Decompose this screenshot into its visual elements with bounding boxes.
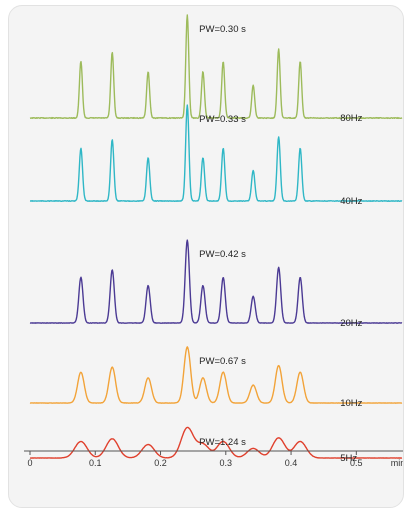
- x-tick-label: 0.3: [220, 458, 233, 468]
- trace-5hz: [29, 426, 403, 459]
- pw-label-10hz: PW=0.67 s: [199, 356, 246, 367]
- freq-label-20hz: 20Hz: [340, 318, 362, 329]
- freq-label-10hz: 10Hz: [340, 398, 362, 409]
- freq-label-80hz: 80Hz: [340, 113, 362, 124]
- x-tick-label: 0.4: [285, 458, 298, 468]
- chart-card: PW=0.30 s 80Hz PW=0.33 s 40Hz PW=0.42 s 20Hz P…: [8, 5, 404, 508]
- x-tick-label: 0: [27, 458, 32, 468]
- x-tick-label: 0.2: [154, 458, 167, 468]
- trace-40hz: [29, 104, 403, 202]
- x-axis-unit-label: min: [391, 458, 404, 468]
- freq-label-40hz: 40Hz: [340, 196, 362, 207]
- trace-20hz: [29, 239, 403, 324]
- trace-10hz: [29, 346, 403, 404]
- chromatogram-chart: PW=0.30 s 80Hz PW=0.33 s 40Hz PW=0.42 s 20Hz P…: [24, 14, 404, 468]
- pw-label-40hz: PW=0.33 s: [199, 114, 246, 125]
- pw-label-80hz: PW=0.30 s: [199, 24, 246, 35]
- pw-label-20hz: PW=0.42 s: [199, 249, 246, 260]
- freq-label-5hz: 5Hz: [340, 453, 357, 464]
- x-tick-label: 0.5: [350, 458, 363, 468]
- trace-80hz: [29, 14, 403, 120]
- x-tick-label: 0.1: [89, 458, 102, 468]
- pw-label-5hz: PW=1.24 s: [199, 437, 246, 448]
